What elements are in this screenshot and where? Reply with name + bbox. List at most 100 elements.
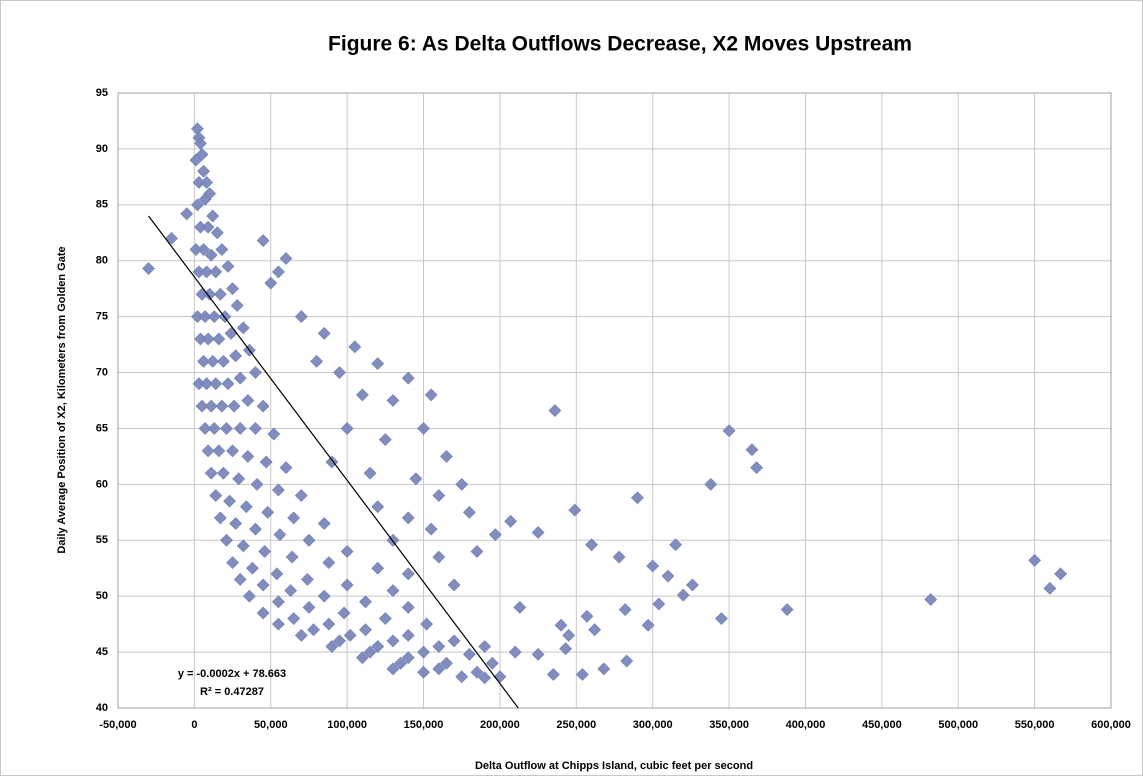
point (568, 503, 582, 517)
point (294, 489, 308, 502)
point (200, 176, 214, 189)
point (340, 578, 354, 592)
point (204, 248, 218, 262)
point (213, 287, 227, 301)
point (348, 340, 362, 354)
x-tick-label: 300,000 (633, 719, 673, 731)
point (548, 404, 562, 417)
point (371, 500, 385, 514)
point (226, 556, 240, 570)
point (325, 455, 339, 469)
point (198, 422, 212, 435)
point (197, 354, 210, 368)
point (575, 668, 589, 681)
point (142, 262, 155, 275)
point (401, 567, 415, 581)
point (249, 522, 262, 536)
point (207, 422, 221, 435)
point (206, 354, 220, 368)
point (271, 595, 285, 609)
point (378, 612, 392, 625)
point (676, 588, 690, 602)
point (256, 578, 270, 592)
point (597, 662, 611, 676)
point (221, 377, 235, 391)
point (612, 550, 626, 564)
point (271, 265, 285, 279)
point (226, 282, 240, 296)
x-tick-label: 200,000 (480, 719, 520, 731)
y-tick-label: 95 (96, 87, 108, 99)
point (258, 545, 272, 558)
y-tick-label: 90 (96, 143, 108, 155)
x-tick-label: 450,000 (862, 719, 902, 731)
point (462, 505, 476, 519)
point (165, 231, 178, 245)
x-tick-label: 350,000 (709, 719, 749, 731)
point (417, 422, 430, 435)
point (198, 310, 212, 324)
point (371, 357, 385, 371)
y-tick-label: 70 (96, 366, 108, 378)
point (250, 477, 264, 491)
point (337, 606, 351, 620)
point (559, 642, 573, 656)
point (386, 634, 400, 648)
point (287, 511, 301, 525)
point (302, 533, 316, 547)
x-tick-label: 100,000 (327, 719, 367, 731)
point (204, 466, 218, 480)
y-tick-label: 50 (96, 590, 108, 602)
point (191, 198, 204, 212)
point (440, 656, 453, 670)
point (580, 609, 594, 623)
point (273, 528, 287, 542)
point (317, 517, 331, 530)
point (229, 517, 243, 530)
x-tick-label: 550,000 (1015, 719, 1055, 731)
point (215, 399, 229, 413)
point (270, 567, 284, 581)
point (209, 265, 223, 279)
point (669, 538, 683, 552)
point (462, 647, 476, 661)
point (432, 662, 446, 676)
point (236, 321, 250, 335)
point (652, 597, 666, 611)
point (585, 538, 599, 552)
point (241, 449, 255, 463)
point (230, 299, 244, 312)
point (317, 326, 331, 340)
point (371, 640, 385, 653)
y-tick-label: 45 (96, 646, 108, 658)
point (455, 477, 469, 491)
plot-border (117, 92, 1112, 709)
point (618, 603, 632, 617)
point (531, 647, 545, 661)
point (294, 310, 308, 324)
point (401, 511, 415, 525)
point (213, 511, 227, 525)
y-tick-label: 65 (96, 422, 108, 434)
point (212, 332, 226, 346)
point (401, 600, 415, 614)
x-axis-title: Delta Outflow at Chipps Island, cubic fe… (475, 760, 753, 772)
point (440, 449, 453, 463)
point (216, 466, 230, 480)
point (287, 612, 301, 625)
point (646, 559, 660, 573)
point (279, 252, 293, 265)
point (223, 494, 236, 508)
point (420, 617, 434, 631)
point (508, 645, 522, 659)
point (201, 444, 215, 458)
point (227, 399, 241, 413)
point (745, 443, 759, 457)
point (417, 665, 430, 679)
point (715, 612, 728, 625)
point (307, 623, 320, 637)
point (722, 424, 736, 438)
chart-title: Figure 6: As Delta Outflows Decrease, X2… (328, 33, 912, 56)
point (204, 399, 218, 413)
